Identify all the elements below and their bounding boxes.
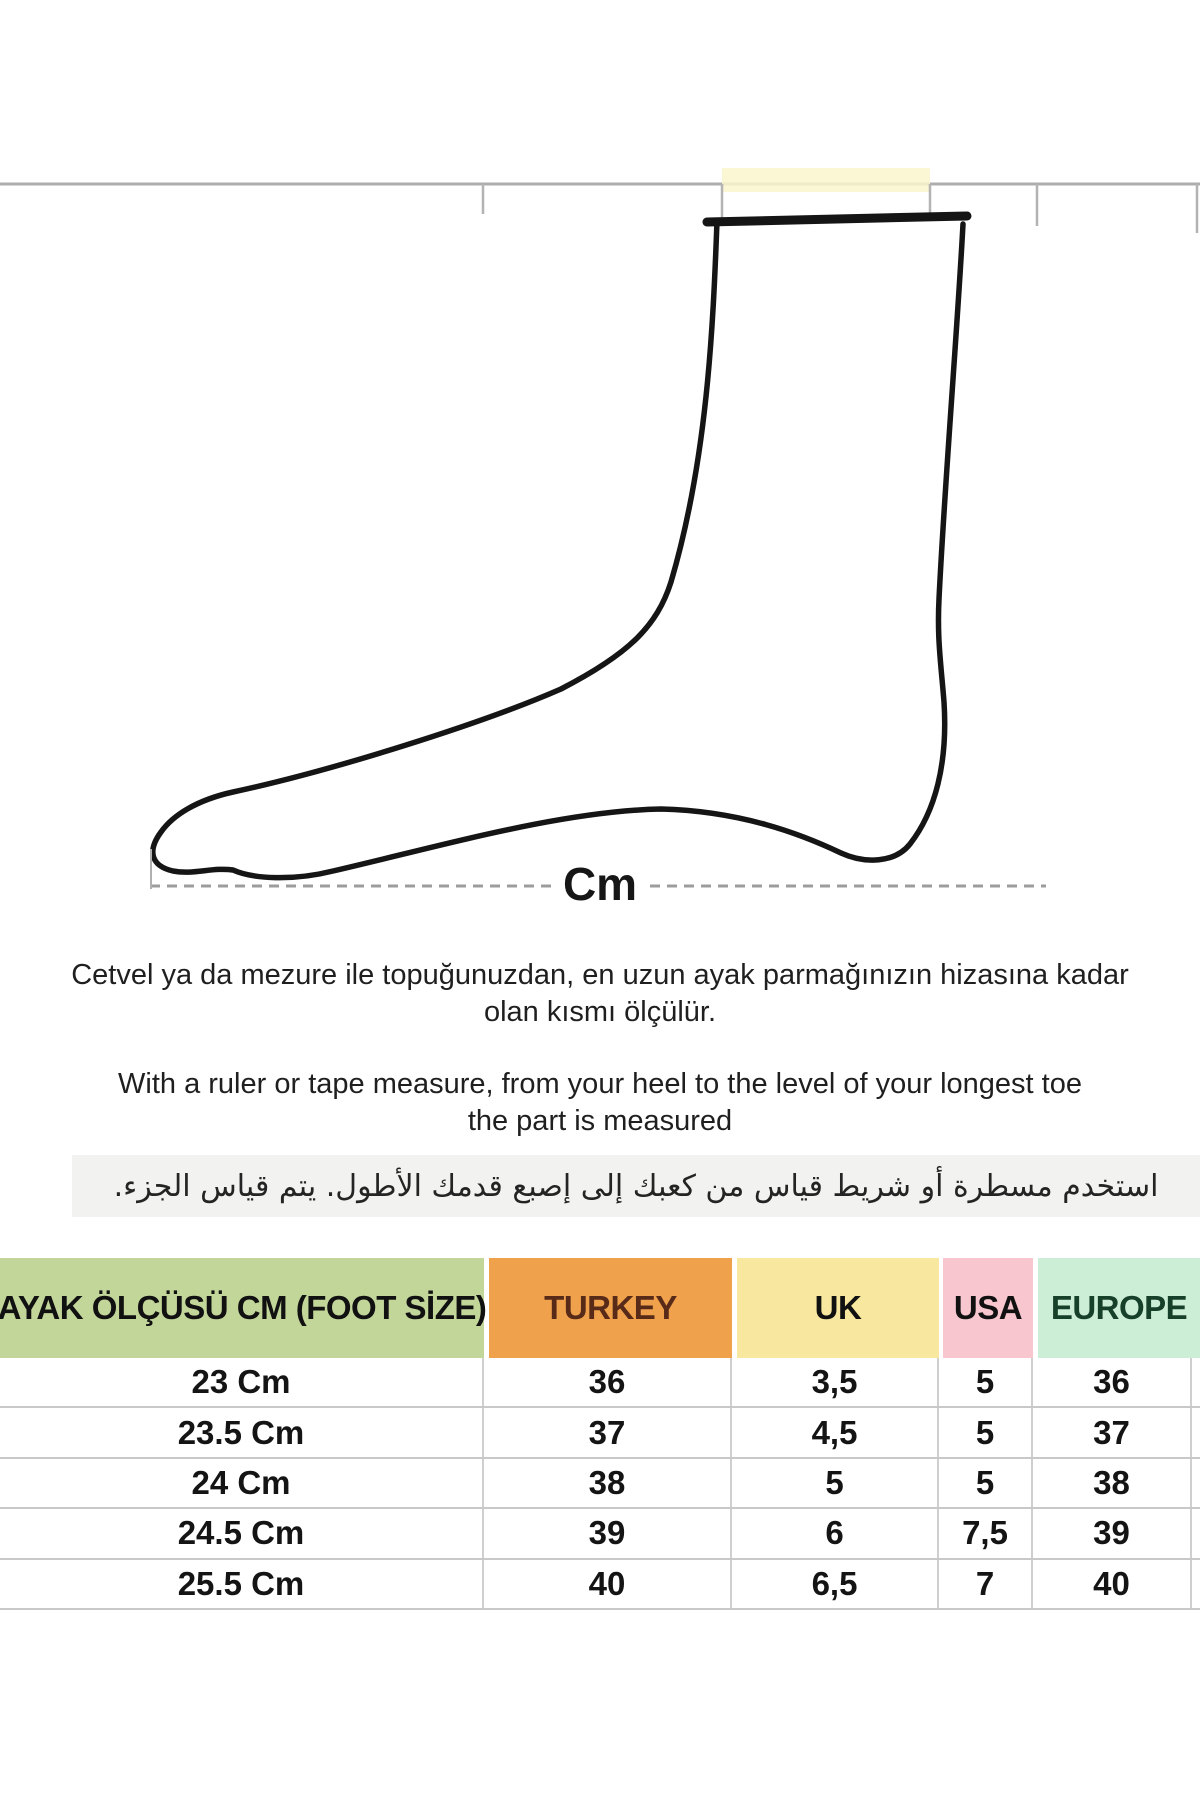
table-cell-europe: 36 [1033, 1358, 1192, 1407]
table-row: 24 Cm 38 5 5 38 [0, 1458, 1200, 1510]
table-cell-foot-size: 23 Cm [0, 1358, 484, 1407]
ruler-ticks [481, 184, 1199, 233]
table-cell-foot-size: 25.5 Cm [0, 1559, 484, 1608]
table-row: 25.5 Cm 40 6,5 7 40 [0, 1559, 1200, 1610]
table-cell-turkey: 39 [484, 1509, 732, 1558]
table-cell-uk: 3,5 [732, 1358, 939, 1407]
table-header-europe: EUROPE [1038, 1258, 1200, 1358]
table-cell-usa: 5 [939, 1358, 1033, 1407]
table-header-foot-size: AYAK ÖLÇÜSÜ CM (FOOT SİZE) [0, 1258, 487, 1358]
table-cell-turkey: 38 [484, 1458, 732, 1508]
table-cell-foot-size: 24 Cm [0, 1458, 484, 1508]
instruction-arabic: استخدم مسطرة أو شريط قياس من كعبك إلى إص… [113, 1168, 1159, 1204]
table-header-row: AYAK ÖLÇÜSÜ CM (FOOT SİZE) TURKEY UK USA EUR… [0, 1258, 1200, 1358]
table-cell-usa: 7 [939, 1559, 1033, 1608]
text-line: Cetvel ya da mezure ile topuğunuzdan, en… [71, 959, 1129, 991]
instruction-turkish: Cetvel ya da mezure ile topuğunuzdan, en… [0, 957, 1200, 1031]
foot-outline [150, 211, 972, 881]
table-row: 23 Cm 36 3,5 5 36 [0, 1358, 1200, 1409]
table-cell-europe: 38 [1033, 1458, 1192, 1508]
table-cell-europe: 37 [1033, 1408, 1192, 1457]
foot-measurement-diagram [0, 168, 1200, 889]
instruction-english: With a ruler or tape measure, from your … [0, 1066, 1200, 1140]
table-cell-foot-size: 23.5 Cm [0, 1408, 484, 1457]
text-line: the part is measured [467, 1105, 733, 1137]
table-row: 23.5 Cm 37 4,5 5 37 [0, 1408, 1200, 1459]
table-header-usa: USA [943, 1258, 1033, 1358]
table-cell-turkey: 40 [484, 1559, 732, 1608]
table-cell-usa: 5 [939, 1458, 1033, 1508]
table-cell-europe: 40 [1033, 1559, 1192, 1608]
table-cell-usa: 7,5 [939, 1509, 1033, 1558]
table-cell-uk: 5 [732, 1458, 939, 1508]
table-header-uk: UK [737, 1258, 939, 1358]
table-cell-europe: 39 [1033, 1509, 1192, 1558]
cm-unit-label: Cm [562, 858, 638, 910]
ruler-highlight [722, 168, 930, 192]
text-line: olan kısmı ölçülür. [483, 996, 717, 1028]
table-cell-uk: 6 [732, 1509, 939, 1558]
table-cell-uk: 6,5 [732, 1559, 939, 1608]
table-cell-usa: 5 [939, 1408, 1033, 1457]
table-cell-foot-size: 24.5 Cm [0, 1509, 484, 1558]
instruction-arabic-strip: استخدم مسطرة أو شريط قياس من كعبك إلى إص… [72, 1155, 1200, 1217]
table-header-turkey: TURKEY [489, 1258, 732, 1358]
table-cell-turkey: 36 [484, 1358, 732, 1407]
text-line: With a ruler or tape measure, from your … [118, 1068, 1082, 1100]
table-cell-turkey: 37 [484, 1408, 732, 1457]
table-cell-uk: 4,5 [732, 1408, 939, 1457]
table-row: 24.5 Cm 39 6 7,5 39 [0, 1509, 1200, 1560]
table-body: 23 Cm 36 3,5 5 36 23.5 Cm 37 4,5 5 37 24 Cm 38 5 5 38 2… [0, 1358, 1200, 1610]
